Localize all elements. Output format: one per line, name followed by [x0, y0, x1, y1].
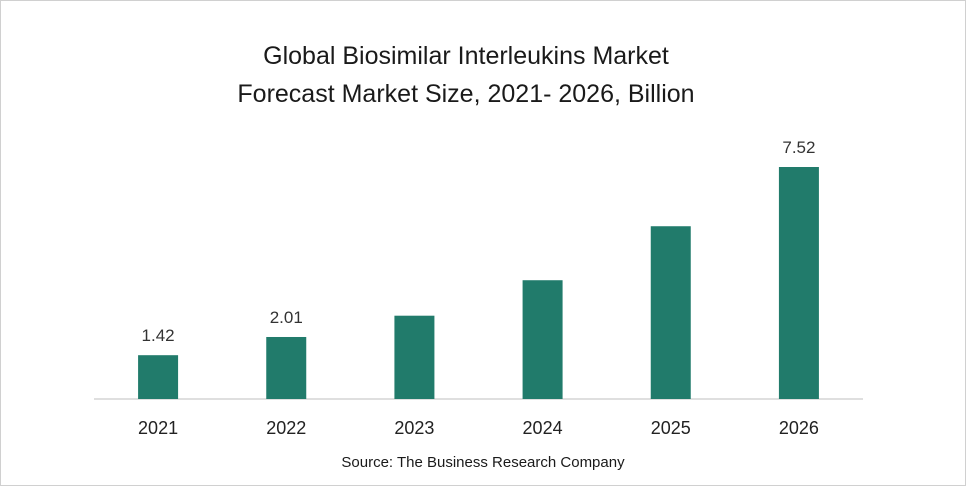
x-tick-label-2025: 2025: [651, 418, 691, 438]
x-tick-label-2026: 2026: [779, 418, 819, 438]
bar-2024: [522, 280, 563, 399]
bar-2026: [778, 167, 819, 399]
data-label-2021: 1.42: [142, 326, 175, 345]
bar-2022: [266, 336, 307, 399]
x-tick-label-2021: 2021: [138, 418, 178, 438]
chart-title-line-2: Forecast Market Size, 2021- 2026, Billio…: [237, 80, 695, 108]
x-tick-label-2023: 2023: [394, 418, 434, 438]
chart-title-line-1: Global Biosimilar Interleukins Market: [263, 42, 669, 70]
x-tick-label-2024: 2024: [523, 418, 563, 438]
bar-2021: [138, 355, 179, 399]
chart-title: Global Biosimilar Interleukins Market Fo…: [1, 37, 931, 113]
x-tick-label-2022: 2022: [266, 418, 306, 438]
data-label-2022: 2.01: [270, 308, 303, 327]
data-label-2026: 7.52: [782, 138, 815, 157]
bar-2023: [394, 315, 435, 399]
source-note: Source: The Business Research Company: [341, 454, 625, 471]
bar-2025: [650, 226, 691, 399]
